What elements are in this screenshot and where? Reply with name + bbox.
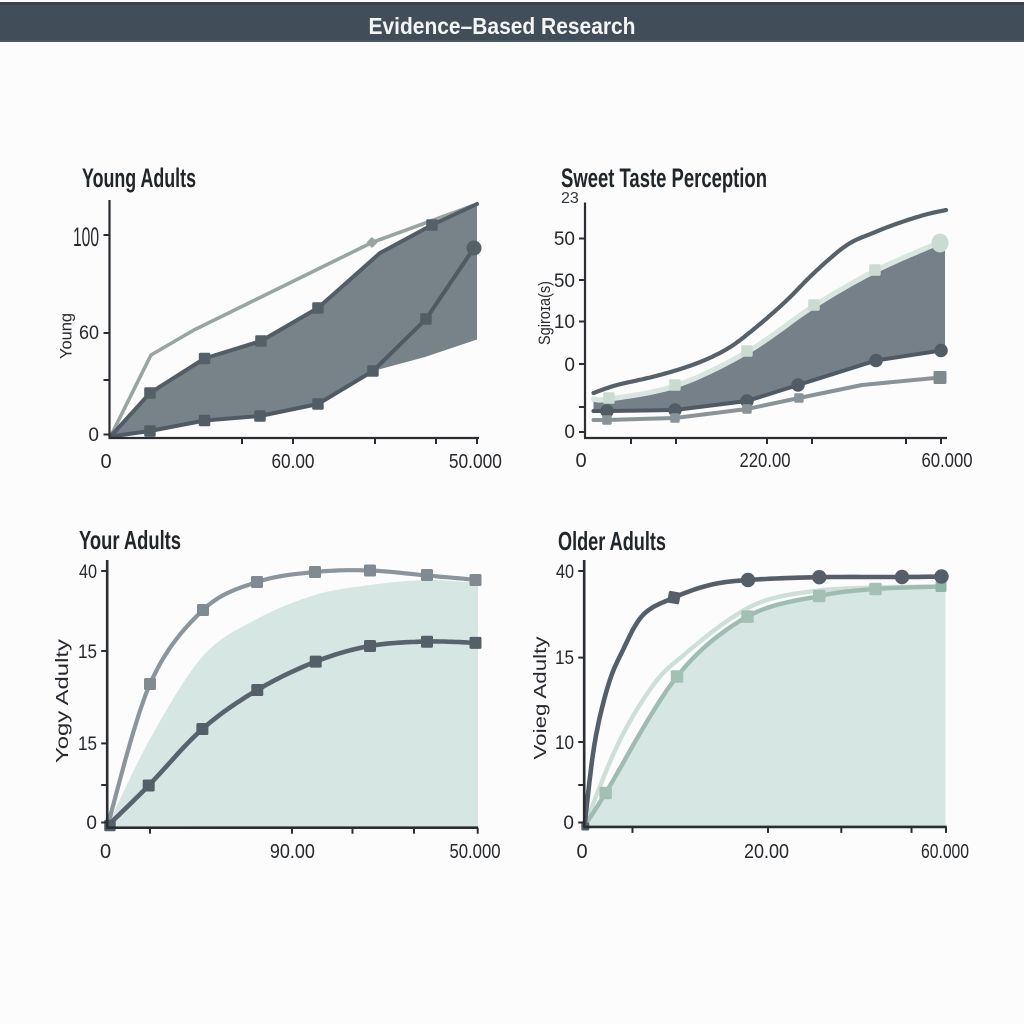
svg-text:90.00: 90.00 [270,841,315,863]
svg-text:0: 0 [100,841,111,863]
svg-text:Voieg Adulty: Voieg Adulty [530,636,550,759]
svg-text:15: 15 [555,648,574,669]
svg-text:50: 50 [554,229,575,250]
svg-text:10: 10 [555,733,574,754]
svg-text:23: 23 [561,190,579,207]
svg-text:60: 60 [79,323,99,344]
svg-text:Yogy Adulty: Yogy Adulty [52,639,72,763]
svg-text:220.00: 220.00 [740,450,791,472]
svg-text:100: 100 [73,222,99,252]
svg-text:0: 0 [564,355,575,376]
svg-text:Older Adults: Older Adults [558,526,666,556]
svg-text:60.000: 60.000 [922,450,973,472]
svg-text:0: 0 [88,425,99,446]
svg-text:Evidence–Based Research: Evidence–Based Research [369,13,636,39]
svg-text:50.000: 50.000 [449,451,502,473]
svg-text:Your Adults: Your Adults [79,525,181,555]
svg-text:40: 40 [79,562,97,583]
svg-text:10: 10 [554,312,575,333]
svg-text:Sweet Taste Perception: Sweet Taste Perception [561,163,767,193]
svg-text:60.00: 60.00 [272,451,315,473]
svg-text:0: 0 [575,450,586,472]
svg-text:0: 0 [576,841,587,863]
svg-text:0: 0 [100,451,111,473]
svg-text:60.000: 60.000 [921,841,969,863]
svg-text:0: 0 [563,813,574,834]
svg-text:15: 15 [78,642,97,663]
svg-text:50: 50 [554,271,575,292]
svg-text:15: 15 [78,734,97,755]
svg-text:40: 40 [556,562,574,583]
svg-text:20.00: 20.00 [744,841,789,863]
svg-text:Sgiroɪa(s): Sgiroɪa(s) [535,281,554,345]
svg-text:50.000: 50.000 [450,841,501,863]
svg-text:0: 0 [564,422,575,443]
svg-text:Young Adults: Young Adults [82,163,196,193]
svg-text:0: 0 [86,813,97,834]
svg-text:Young: Young [57,313,76,359]
